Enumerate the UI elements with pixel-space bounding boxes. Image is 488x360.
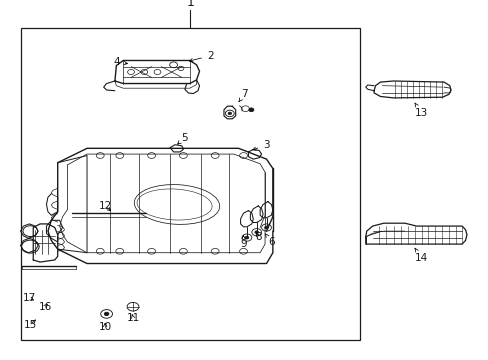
Text: 3: 3 <box>252 140 269 150</box>
Circle shape <box>264 226 268 229</box>
Text: 13: 13 <box>414 103 427 118</box>
Text: 11: 11 <box>126 312 140 323</box>
Circle shape <box>227 112 231 115</box>
Text: 15: 15 <box>23 320 37 330</box>
Bar <box>20 28 360 340</box>
Text: 9: 9 <box>240 235 246 249</box>
Text: 12: 12 <box>98 201 112 211</box>
Text: 1: 1 <box>186 0 194 9</box>
Text: 6: 6 <box>265 234 274 247</box>
Text: 4: 4 <box>113 57 127 67</box>
Text: 7: 7 <box>239 89 247 102</box>
Circle shape <box>255 231 258 234</box>
Text: 5: 5 <box>177 132 188 144</box>
Text: 10: 10 <box>99 322 111 332</box>
Circle shape <box>248 108 253 112</box>
Text: 14: 14 <box>414 248 427 264</box>
Text: 17: 17 <box>22 293 36 303</box>
Circle shape <box>244 236 248 239</box>
Text: 8: 8 <box>254 232 261 242</box>
Circle shape <box>104 312 109 316</box>
Text: 16: 16 <box>38 302 52 312</box>
Text: 2: 2 <box>189 51 213 62</box>
